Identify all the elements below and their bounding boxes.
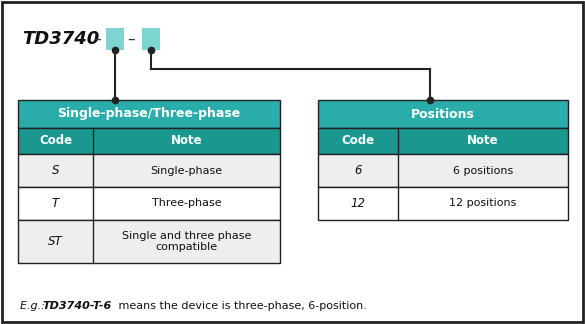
Text: means the device is three-phase, 6-position.: means the device is three-phase, 6-posit… [115, 301, 367, 311]
Text: E.g.:: E.g.: [20, 301, 49, 311]
Text: Three-phase: Three-phase [152, 199, 221, 209]
Text: Positions: Positions [411, 108, 475, 121]
Text: Single-phase/Three-phase: Single-phase/Three-phase [57, 108, 240, 121]
Text: ST: ST [48, 235, 63, 248]
Bar [18, 100, 280, 128]
Text: –: – [93, 31, 101, 47]
Text: 12: 12 [350, 197, 366, 210]
Bar [18, 154, 280, 187]
Text: TD3740: TD3740 [22, 30, 99, 48]
Text: –: – [127, 31, 135, 47]
Text: T: T [52, 197, 59, 210]
Text: S: S [51, 164, 59, 177]
Text: 6 positions: 6 positions [453, 166, 513, 176]
Text: Code: Code [342, 134, 374, 147]
Text: Single and three phase
compatible: Single and three phase compatible [122, 231, 251, 252]
Text: Note: Note [171, 134, 202, 147]
Bar [318, 128, 568, 154]
Bar [318, 154, 568, 187]
Bar [318, 187, 568, 220]
Text: Single-phase: Single-phase [150, 166, 222, 176]
Bar [106, 28, 124, 50]
Bar [18, 128, 280, 154]
Text: Code: Code [39, 134, 72, 147]
Text: TD3740-T-6: TD3740-T-6 [42, 301, 111, 311]
Text: Note: Note [467, 134, 499, 147]
Text: 12 positions: 12 positions [449, 199, 517, 209]
Bar [18, 220, 280, 263]
Bar [318, 100, 568, 128]
Bar [18, 187, 280, 220]
Text: 6: 6 [355, 164, 362, 177]
Bar [142, 28, 160, 50]
